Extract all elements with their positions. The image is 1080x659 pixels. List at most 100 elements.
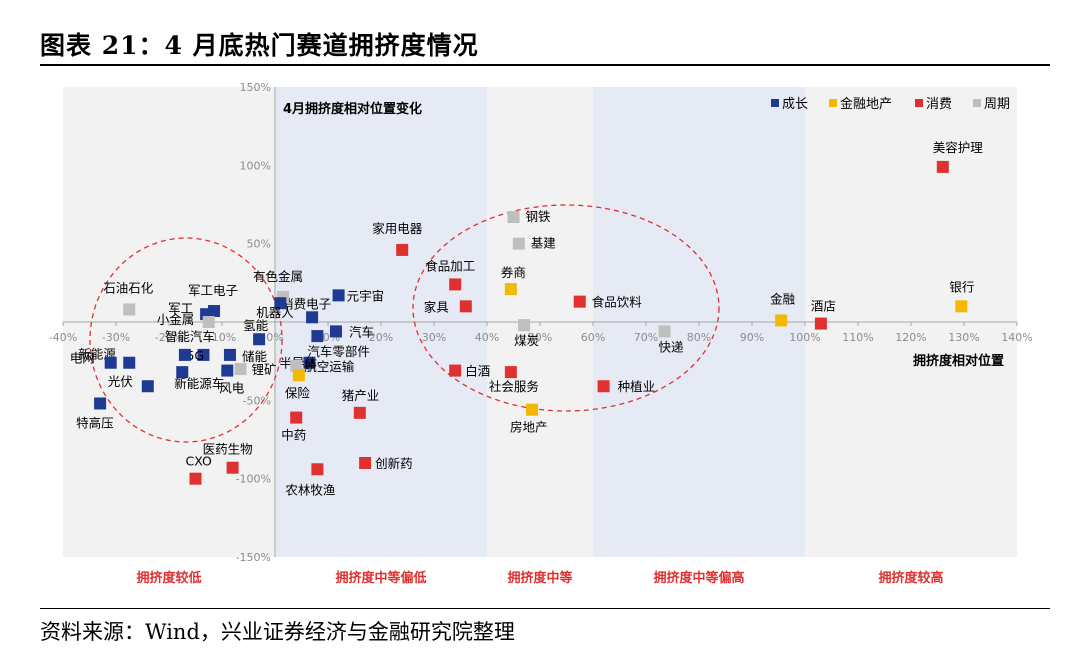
legend-label-0: 成长 (782, 97, 808, 112)
point-marker-11 (504, 366, 517, 379)
point-label-24: 航空运输 (304, 359, 355, 374)
point-marker-18 (306, 311, 319, 324)
point-marker-42 (123, 303, 136, 316)
point-marker-27 (290, 411, 303, 424)
point-marker-45 (189, 472, 202, 485)
point-label-28: 创新药 (375, 456, 413, 471)
zone-label-2: 拥挤度中等 (507, 570, 572, 586)
x-tick-label: 50% (528, 331, 552, 344)
figure-title: 图表 21：4 月底热门赛道拥挤度情况 (40, 31, 479, 60)
y-tick-label: 50% (247, 238, 271, 251)
point-marker-34 (197, 348, 210, 361)
chart-title: 4月拥挤度相对位置变化 (283, 101, 422, 117)
point-label-41: 光伏 (108, 374, 134, 389)
source-rule (40, 608, 1050, 609)
point-marker-35 (178, 348, 191, 361)
point-label-32: 锂矿 (252, 362, 277, 377)
point-marker-6 (597, 380, 610, 393)
point-marker-21 (329, 325, 342, 338)
y-tick-label: 100% (240, 159, 271, 172)
point-marker-29 (311, 463, 324, 476)
point-label-46: 医药生物 (203, 442, 253, 457)
zone-labels: 拥挤度较低 拥挤度中等偏低 拥挤度中等 拥挤度中等偏高 拥挤度较高 (136, 570, 943, 586)
cluster-ellipses (89, 204, 720, 443)
point-label-20: 机器人 (256, 305, 294, 320)
point-marker-24 (290, 359, 303, 372)
y-tick-label: 150% (240, 81, 271, 94)
point-label-30: 氢能 (243, 318, 269, 333)
zone-label-4: 拥挤度较高 (878, 570, 943, 586)
point-marker-28 (359, 457, 372, 469)
point-marker-25 (292, 369, 305, 382)
point-marker-23 (303, 356, 316, 369)
point-label-43: 电网 (70, 351, 95, 366)
point-marker-15 (459, 300, 472, 313)
point-label-35: 智能汽车 (165, 329, 215, 344)
point-marker-9 (504, 283, 517, 296)
point-label-4: 快递 (659, 339, 685, 354)
source-note: 资料来源：Wind，兴业证券经济与金融研究院整理 (40, 620, 515, 644)
point-marker-3 (775, 314, 788, 327)
point-label-16: 家用电器 (372, 221, 423, 236)
point-label-17: 元宇宙 (347, 288, 385, 303)
y-tick-label: -100% (236, 473, 271, 486)
zone-label-3: 拥挤度中等偏高 (653, 570, 744, 586)
point-marker-10 (518, 319, 531, 332)
point-label-39: 小金属 (157, 312, 195, 327)
point-label-13: 白酒 (465, 364, 490, 379)
point-marker-44 (94, 397, 107, 410)
y-tick-label: -150% (236, 551, 271, 564)
point-marker-30 (253, 333, 266, 346)
point-label-44: 特高压 (76, 415, 114, 430)
x-tick-label: 30% (422, 331, 446, 344)
point-label-10: 煤炭 (514, 333, 539, 348)
legend-swatch-2 (915, 99, 923, 107)
point-label-37: 军工电子 (188, 283, 238, 298)
point-marker-5 (573, 295, 586, 308)
point-label-1: 银行 (949, 279, 974, 294)
point-marker-33 (221, 364, 234, 377)
point-marker-16 (396, 243, 409, 256)
point-label-31: 储能 (242, 349, 268, 364)
point-label-21: 汽车 (349, 324, 374, 339)
point-label-6: 种植业 (618, 379, 656, 394)
legend-swatch-1 (829, 99, 837, 107)
x-tick-label: 120% (895, 331, 926, 344)
point-marker-41 (141, 380, 154, 393)
x-tick-label: -30% (102, 331, 130, 344)
point-label-33: 风电 (219, 381, 245, 396)
point-label-42: 石油石化 (103, 280, 154, 295)
cluster-ellipse-low (89, 237, 283, 443)
axes: -40% -30% -20% -10% 0% 10% 20% 30% 40% 50% 60% 70% 8… (49, 81, 1033, 564)
legend-label-1: 金融地产 (840, 96, 892, 112)
point-label-26: 猪产业 (342, 388, 380, 403)
point-label-15: 家具 (424, 299, 450, 314)
point-marker-43 (104, 356, 117, 369)
point-label-3: 金融 (770, 291, 796, 306)
point-marker-1 (955, 300, 968, 313)
point-marker-40 (123, 356, 136, 369)
x-tick-label: 20% (369, 331, 393, 344)
x-tick-label: 80% (687, 331, 711, 344)
point-label-22: 汽车零部件 (307, 344, 370, 359)
x-tick-label: 40% (475, 331, 499, 344)
title-rule (40, 64, 1050, 66)
point-label-45: CXO (186, 454, 212, 469)
point-label-8: 基建 (531, 236, 557, 251)
point-label-18: 消费电子 (281, 296, 331, 311)
x-tick-label: 110% (842, 331, 873, 344)
point-marker-0 (936, 160, 949, 173)
x-tick-label: -20% (155, 331, 183, 344)
x-tick-label: 0% (266, 331, 283, 344)
zone-label-0: 拥挤度较低 (136, 570, 201, 586)
legend-swatch-3 (973, 99, 981, 107)
point-label-38: 军工 (168, 301, 193, 316)
x-tick-label: 60% (581, 331, 605, 344)
point-marker-4 (658, 325, 671, 338)
point-marker-17 (332, 289, 345, 302)
point-label-14: 食品加工 (425, 258, 475, 273)
legend-label-3: 周期 (984, 97, 1010, 112)
point-marker-8 (512, 237, 525, 250)
